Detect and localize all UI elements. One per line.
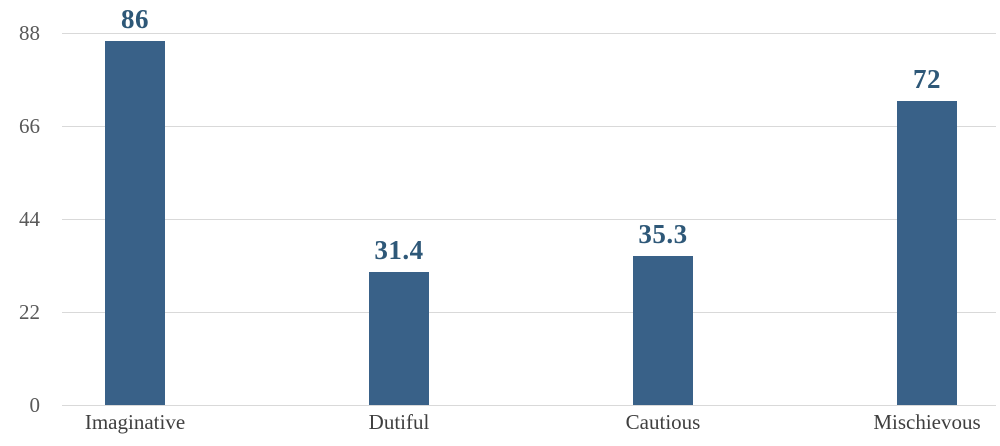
gridline — [62, 405, 996, 406]
y-tick-label: 44 — [19, 207, 40, 231]
y-tick-label: 88 — [19, 21, 40, 45]
bar-value-label: 31.4 — [374, 235, 424, 265]
y-tick-label: 0 — [29, 393, 41, 417]
bar-value-label: 35.3 — [638, 219, 688, 249]
bar — [105, 41, 165, 405]
gridline — [62, 33, 996, 34]
x-category-label: Imaginative — [84, 410, 186, 434]
bar — [369, 272, 429, 405]
gridline — [62, 219, 996, 220]
gridline — [62, 126, 996, 127]
x-category-label: Mischievous — [873, 410, 981, 434]
bar-value-label: 86 — [121, 4, 149, 34]
x-category-label: Cautious — [625, 410, 701, 434]
bar-value-label: 72 — [913, 64, 941, 94]
bar — [633, 256, 693, 405]
x-category-label: Dutiful — [368, 410, 430, 434]
bar — [897, 101, 957, 405]
y-tick-label: 22 — [19, 300, 40, 324]
y-tick-label: 66 — [19, 114, 40, 138]
gridline — [62, 312, 996, 313]
